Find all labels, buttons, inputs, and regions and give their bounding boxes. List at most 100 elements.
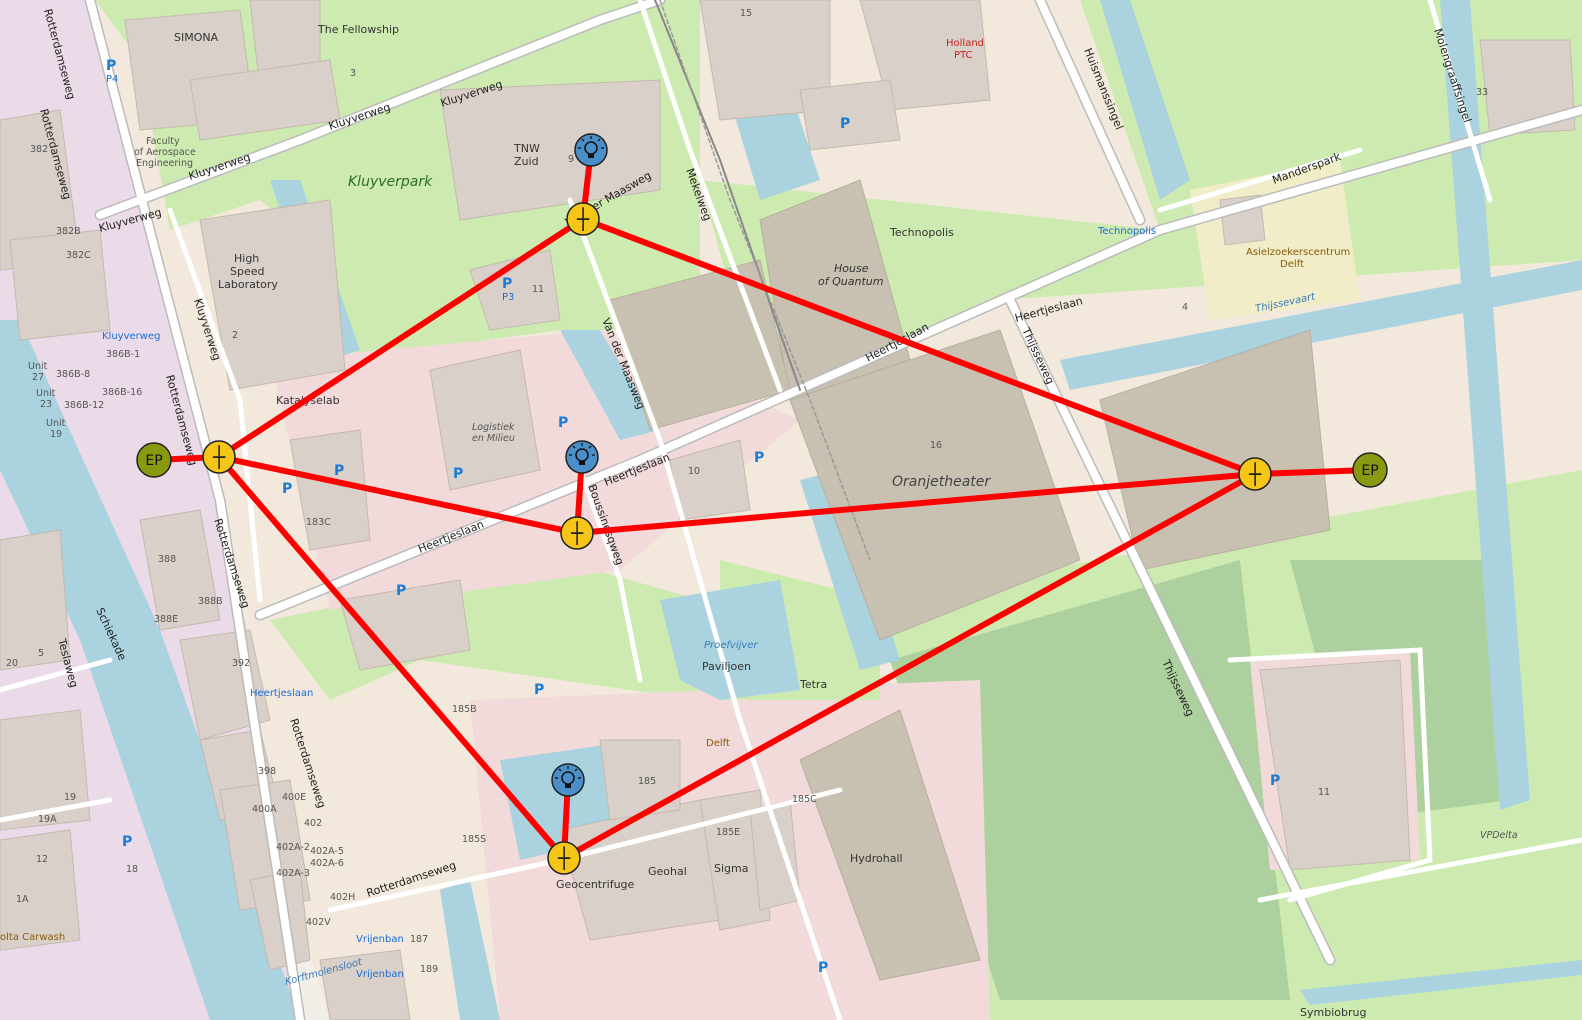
house-number: 386B-8 [56, 369, 90, 380]
lightbulb-icon[interactable] [565, 440, 599, 474]
junction-symbol: ┼ [576, 207, 590, 231]
junction-node[interactable]: ┼ [202, 440, 236, 474]
house-number: 398 [258, 766, 276, 777]
label-kluyverpark: Kluyverpark [348, 174, 433, 190]
road-heertjeslaan [256, 106, 1582, 619]
label-simona: SIMONA [174, 31, 219, 44]
label-heertjeslaan-stop: Heertjeslaan [250, 688, 313, 699]
house-number: 20 [6, 658, 18, 669]
junction-node[interactable]: ┼ [547, 841, 581, 875]
thijssevaart-canal [1060, 260, 1582, 390]
network-edge [574, 471, 1258, 536]
road-manderspark [1157, 147, 1363, 213]
tram-line [659, 0, 871, 561]
canal-north [1100, 0, 1190, 200]
schie-canal [0, 320, 300, 1020]
house-number: 2 [232, 330, 238, 341]
network-edge [1252, 467, 1373, 477]
network-edge [580, 216, 1258, 477]
house-number: 18 [126, 864, 138, 875]
svg-text:P: P [840, 116, 850, 132]
svg-text:P: P [334, 463, 344, 479]
house-number: 15 [740, 8, 752, 19]
road-vandermaasweg [567, 197, 843, 1020]
house-number: 189 [420, 964, 438, 975]
house-number: 1A [16, 894, 29, 905]
label-geocentrifuge: Geocentrifuge [556, 878, 635, 891]
svg-text:P: P [282, 481, 292, 497]
lightbulb-icon[interactable] [551, 763, 585, 797]
network-edge [216, 216, 586, 460]
label-vrijenban: Vrijenban [356, 969, 404, 980]
building-185b [339, 579, 471, 671]
network-edges [151, 147, 1373, 861]
svg-text:P: P [396, 583, 406, 599]
building-west-5 [0, 829, 81, 951]
road-boussinesqweg [577, 467, 643, 683]
label-azc: Asielzoekerscentrum Delft [1246, 247, 1350, 270]
railway [654, 0, 801, 391]
svg-text:P: P [754, 450, 764, 466]
label-p3: P3 [502, 292, 514, 303]
label-tnw: TNW Zuid [513, 142, 540, 168]
house-number: 386B-16 [102, 387, 142, 398]
building-11 [1259, 659, 1411, 871]
road-west-1 [0, 797, 113, 823]
house-number: 382C [66, 250, 91, 261]
road-kluyverweg-south [167, 207, 263, 603]
house-number: 402 [304, 818, 322, 829]
building-388 [139, 509, 221, 631]
junction-symbol: ┼ [212, 445, 226, 469]
house-number: 10 [688, 466, 700, 477]
label-vpdelta: VPDelta [1480, 830, 1518, 841]
road-kluyverweg [96, 0, 664, 219]
building-parking-north [799, 79, 901, 151]
junction-symbol: ┼ [557, 846, 571, 870]
label-logistiek: Logistiek en Milieu [472, 422, 515, 444]
building-logistiek [429, 349, 541, 491]
label-faculty-1: Faculty [146, 136, 180, 147]
house-number: Unit 23 [36, 388, 56, 410]
house-number: 402A-5 [310, 846, 344, 857]
junction-symbol: ┼ [570, 521, 584, 545]
svg-text:P: P [1270, 773, 1280, 789]
house-number: 400E [282, 792, 306, 803]
house-number: 386B-12 [64, 400, 104, 411]
parking-icons: P P P P P P P P P P P P P [106, 58, 1280, 976]
label-vrijenban: Vrijenban [356, 934, 404, 945]
label-oranjetheater: Oranjetheater [892, 474, 991, 490]
canal-mid [560, 330, 660, 440]
building-thijsse-block [1099, 329, 1331, 571]
canal-bottom-right [1300, 960, 1582, 1005]
house-number: 185 [638, 776, 656, 787]
house-number: 11 [1318, 787, 1330, 798]
building-west-3 [0, 529, 71, 671]
building-highspeed [199, 199, 346, 391]
network-edge [216, 454, 567, 861]
building-holland-ptc [859, 0, 991, 111]
road-teslaweg [0, 657, 113, 693]
ep-node[interactable]: EP [1352, 452, 1388, 488]
road-huismanssingel [1036, 0, 1144, 224]
label-tetra: Tetra [799, 678, 827, 691]
ep-node[interactable]: EP [136, 442, 172, 478]
house-number: 16 [930, 440, 942, 451]
lightbulb-icon[interactable] [574, 133, 608, 167]
svg-text:P: P [453, 466, 463, 482]
label-faculty-2: of Aerospace [134, 147, 196, 158]
road-south-east [1257, 837, 1582, 903]
junction-node[interactable]: ┼ [566, 202, 600, 236]
label-symbiobrug: Symbiobrug [1300, 1006, 1366, 1019]
house-number: 388E [154, 614, 178, 625]
road-rotterdamseweg [86, 0, 304, 1020]
network-edge [561, 471, 1258, 861]
house-number: 388B [198, 596, 223, 607]
junction-node[interactable]: ┼ [1238, 457, 1272, 491]
house-number: 392 [232, 658, 250, 669]
label-faculty-3: Engineering [136, 158, 193, 169]
label-technopolis: Technopolis [889, 226, 954, 239]
ep-label: EP [145, 453, 162, 469]
house-number: 185E [716, 827, 740, 838]
junction-node[interactable]: ┼ [560, 516, 594, 550]
